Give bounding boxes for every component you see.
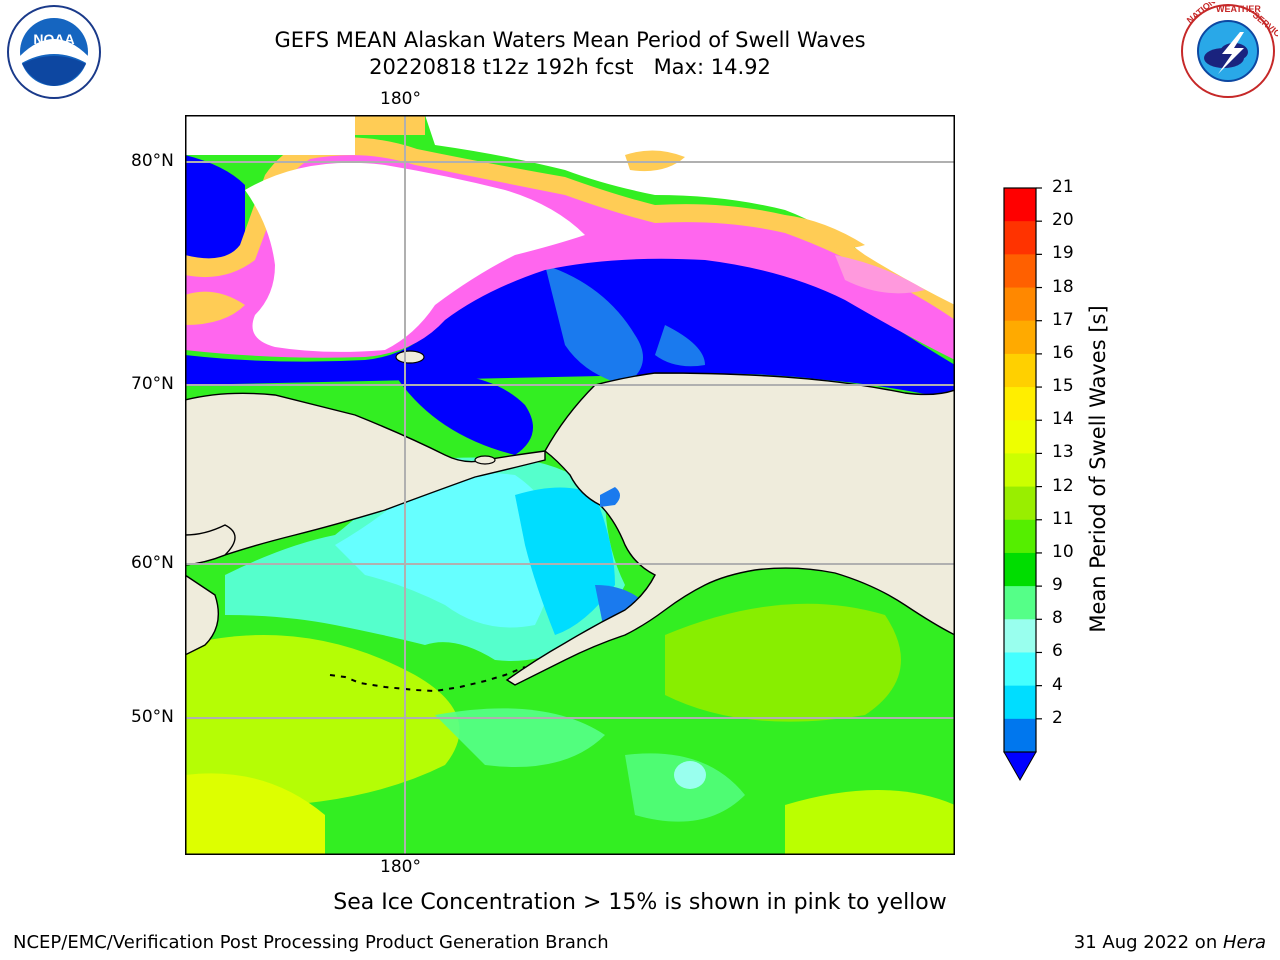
colorbar-block — [1004, 287, 1036, 322]
colorbar-block — [1004, 619, 1036, 653]
lon-label-top: 180° — [380, 89, 421, 109]
colorbar-label: Mean Period of Swell Waves [s] — [1086, 305, 1110, 633]
colorbar-tick-label: 21 — [1052, 177, 1074, 197]
colorbar-tick-label: 12 — [1052, 475, 1074, 496]
chart-title: GEFS MEAN Alaskan Waters Mean Period of … — [274, 28, 866, 52]
colorbar-block — [1004, 685, 1036, 720]
lon-label-bottom: 180° — [380, 857, 421, 877]
colorbar-tick-label: 17 — [1052, 309, 1074, 330]
colorbar-block — [1004, 320, 1036, 355]
colorbar-block — [1004, 254, 1036, 289]
colorbar-block — [1004, 718, 1036, 753]
colorbar-frame — [1003, 187, 1037, 753]
colorbar-tick-label: 8 — [1052, 608, 1063, 629]
nws-logo: NATIONAL SERVICE WEATHER — [1181, 2, 1278, 98]
colorbar-block — [1004, 652, 1036, 687]
colorbar-block — [1004, 552, 1036, 587]
colorbar-tick-label: 14 — [1052, 409, 1074, 430]
colorbar-block — [1004, 486, 1036, 521]
noaa-logo: NOAA — [7, 5, 101, 99]
colorbar-block — [1004, 420, 1036, 454]
map-frame — [185, 115, 955, 855]
colorbar-block — [1004, 387, 1036, 421]
colorbar-block — [1004, 586, 1036, 620]
colorbar-tick-label: 6 — [1052, 641, 1063, 662]
svg-text:WEATHER: WEATHER — [1216, 4, 1261, 14]
footer-host: Hera — [1222, 932, 1266, 953]
chart-subtitle: 20220818 t12z 192h fcst Max: 14.92 — [369, 55, 771, 79]
sea-ice-note: Sea Ice Concentration > 15% is shown in … — [333, 890, 947, 915]
graticule — [185, 115, 955, 855]
lat-label-70: 70°N — [131, 374, 174, 394]
colorbar-tick-label: 16 — [1052, 342, 1074, 363]
lat-label-80: 80°N — [131, 151, 174, 171]
lat-label-50: 50°N — [131, 707, 174, 727]
colorbar-tick-label: 20 — [1052, 210, 1074, 231]
svg-text:NOAA: NOAA — [33, 31, 74, 47]
colorbar-tick-label: 11 — [1052, 508, 1074, 529]
lat-label-60: 60°N — [131, 553, 174, 573]
colorbar-tick-label: 10 — [1052, 541, 1074, 562]
colorbar-block — [1004, 453, 1036, 488]
map-panel — [185, 115, 955, 855]
colorbar-tick-label: 15 — [1052, 376, 1074, 397]
colorbar-block — [1004, 353, 1036, 388]
footer-left: NCEP/EMC/Verification Post Processing Pr… — [13, 932, 609, 953]
colorbar-tick-label: 9 — [1052, 575, 1063, 596]
colorbar-tick-label: 4 — [1052, 674, 1063, 695]
colorbar-block — [1004, 188, 1036, 222]
colorbar-block — [1004, 221, 1036, 255]
colorbar — [1003, 187, 1042, 782]
footer-right: 31 Aug 2022 on Hera — [1074, 932, 1266, 953]
colorbar-block — [1004, 519, 1036, 554]
colorbar-tick-label: 18 — [1052, 276, 1074, 297]
colorbar-extend-arrow — [1003, 751, 1037, 782]
colorbar-tick-label: 19 — [1052, 243, 1074, 264]
colorbar-tick-label: 13 — [1052, 442, 1074, 463]
footer-date: 31 Aug 2022 on — [1073, 932, 1223, 953]
colorbar-tick-label: 2 — [1052, 707, 1063, 728]
